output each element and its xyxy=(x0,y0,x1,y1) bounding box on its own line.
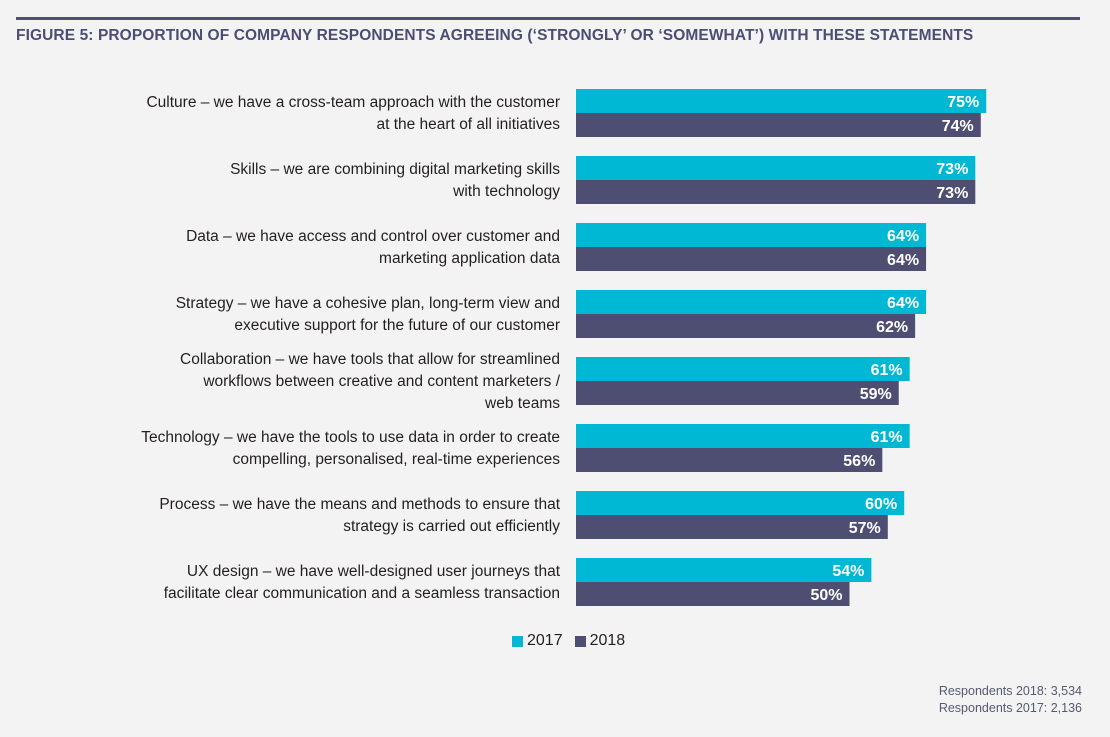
category-label: Collaboration – we have tools that allow… xyxy=(90,349,560,415)
category-label: Culture – we have a cross-team approach … xyxy=(90,92,560,136)
category-label-line: Strategy – we have a cohesive plan, long… xyxy=(175,295,560,312)
data-label-2018: 64% xyxy=(887,252,919,269)
bar-2018 xyxy=(576,515,888,539)
category-label-line: Culture – we have a cross-team approach … xyxy=(146,94,560,111)
bar-2018 xyxy=(576,582,850,606)
data-label-2017: 54% xyxy=(832,563,864,580)
bar-2017 xyxy=(576,491,905,515)
bar-2017 xyxy=(576,558,872,582)
category-label-line: Process – we have the means and methods … xyxy=(159,496,560,513)
category-label-line: Skills – we are combining digital market… xyxy=(230,161,560,178)
data-label-2017: 61% xyxy=(871,362,903,379)
category-label: Strategy – we have a cohesive plan, long… xyxy=(90,293,560,337)
category-label-line: compelling, personalised, real-time expe… xyxy=(232,451,560,468)
legend-label-2018: 2018 xyxy=(589,632,626,649)
category-label-line: with technology xyxy=(453,183,560,200)
category-label-line: Data – we have access and control over c… xyxy=(186,228,560,245)
legend: 2017 2018 xyxy=(512,632,637,650)
category-label-line: UX design – we have well-designed user j… xyxy=(186,563,560,580)
legend-item-2017: 2017 xyxy=(512,632,563,650)
data-label-2018: 50% xyxy=(810,587,842,604)
category-label-line: marketing application data xyxy=(379,250,560,267)
bar-2018 xyxy=(576,381,899,405)
bar-2017 xyxy=(576,357,910,381)
category-label: UX design – we have well-designed user j… xyxy=(90,561,560,605)
category-label: Process – we have the means and methods … xyxy=(90,494,560,538)
category-label: Technology – we have the tools to use da… xyxy=(90,427,560,471)
category-label-line: web teams xyxy=(485,395,560,412)
bar-2018 xyxy=(576,180,976,204)
category-label-line: executive support for the future of our … xyxy=(234,317,560,334)
legend-item-2018: 2018 xyxy=(574,632,626,650)
data-label-2017: 60% xyxy=(865,496,897,513)
bar-2017 xyxy=(576,89,987,113)
respondents-note: Respondents 2018: 3,534 Respondents 2017… xyxy=(939,683,1082,717)
category-label-line: workflows between creative and content m… xyxy=(203,373,560,390)
bar-2017 xyxy=(576,424,910,448)
category-label-line: at the heart of all initiatives xyxy=(376,116,560,133)
bar-2018 xyxy=(576,448,883,472)
category-label-line: Collaboration – we have tools that allow… xyxy=(180,351,560,368)
category-label: Data – we have access and control over c… xyxy=(90,226,560,270)
title-rule xyxy=(16,17,1080,20)
bar-2017 xyxy=(576,290,927,314)
data-label-2017: 73% xyxy=(936,161,968,178)
data-label-2018: 73% xyxy=(936,185,968,202)
data-label-2017: 75% xyxy=(947,94,979,111)
respondents-2017: Respondents 2017: 2,136 xyxy=(938,701,1082,715)
data-label-2018: 57% xyxy=(849,520,881,537)
legend-swatch-2018 xyxy=(574,635,586,647)
bar-2017 xyxy=(576,156,976,180)
data-label-2017: 61% xyxy=(871,429,903,446)
data-label-2018: 74% xyxy=(942,118,974,135)
category-label: Skills – we are combining digital market… xyxy=(90,159,560,203)
data-label-2017: 64% xyxy=(887,295,919,312)
legend-label-2017: 2017 xyxy=(527,632,563,649)
data-label-2018: 56% xyxy=(843,453,875,470)
bar-2017 xyxy=(576,223,927,247)
category-label-line: Technology – we have the tools to use da… xyxy=(141,429,560,446)
bar-2018 xyxy=(576,247,927,271)
legend-swatch-2017 xyxy=(512,635,523,647)
data-label-2017: 64% xyxy=(887,228,919,245)
respondents-2018: Respondents 2018: 3,534 xyxy=(938,684,1082,698)
bar-2018 xyxy=(576,113,981,137)
data-label-2018: 62% xyxy=(876,319,908,336)
data-label-2018: 59% xyxy=(860,386,892,403)
chart-title: FIGURE 5: PROPORTION OF COMPANY RESPONDE… xyxy=(16,27,974,44)
category-label-line: facilitate clear communication and a sea… xyxy=(163,585,560,602)
category-label-line: strategy is carried out efficiently xyxy=(343,518,560,535)
bar-2018 xyxy=(576,314,916,338)
